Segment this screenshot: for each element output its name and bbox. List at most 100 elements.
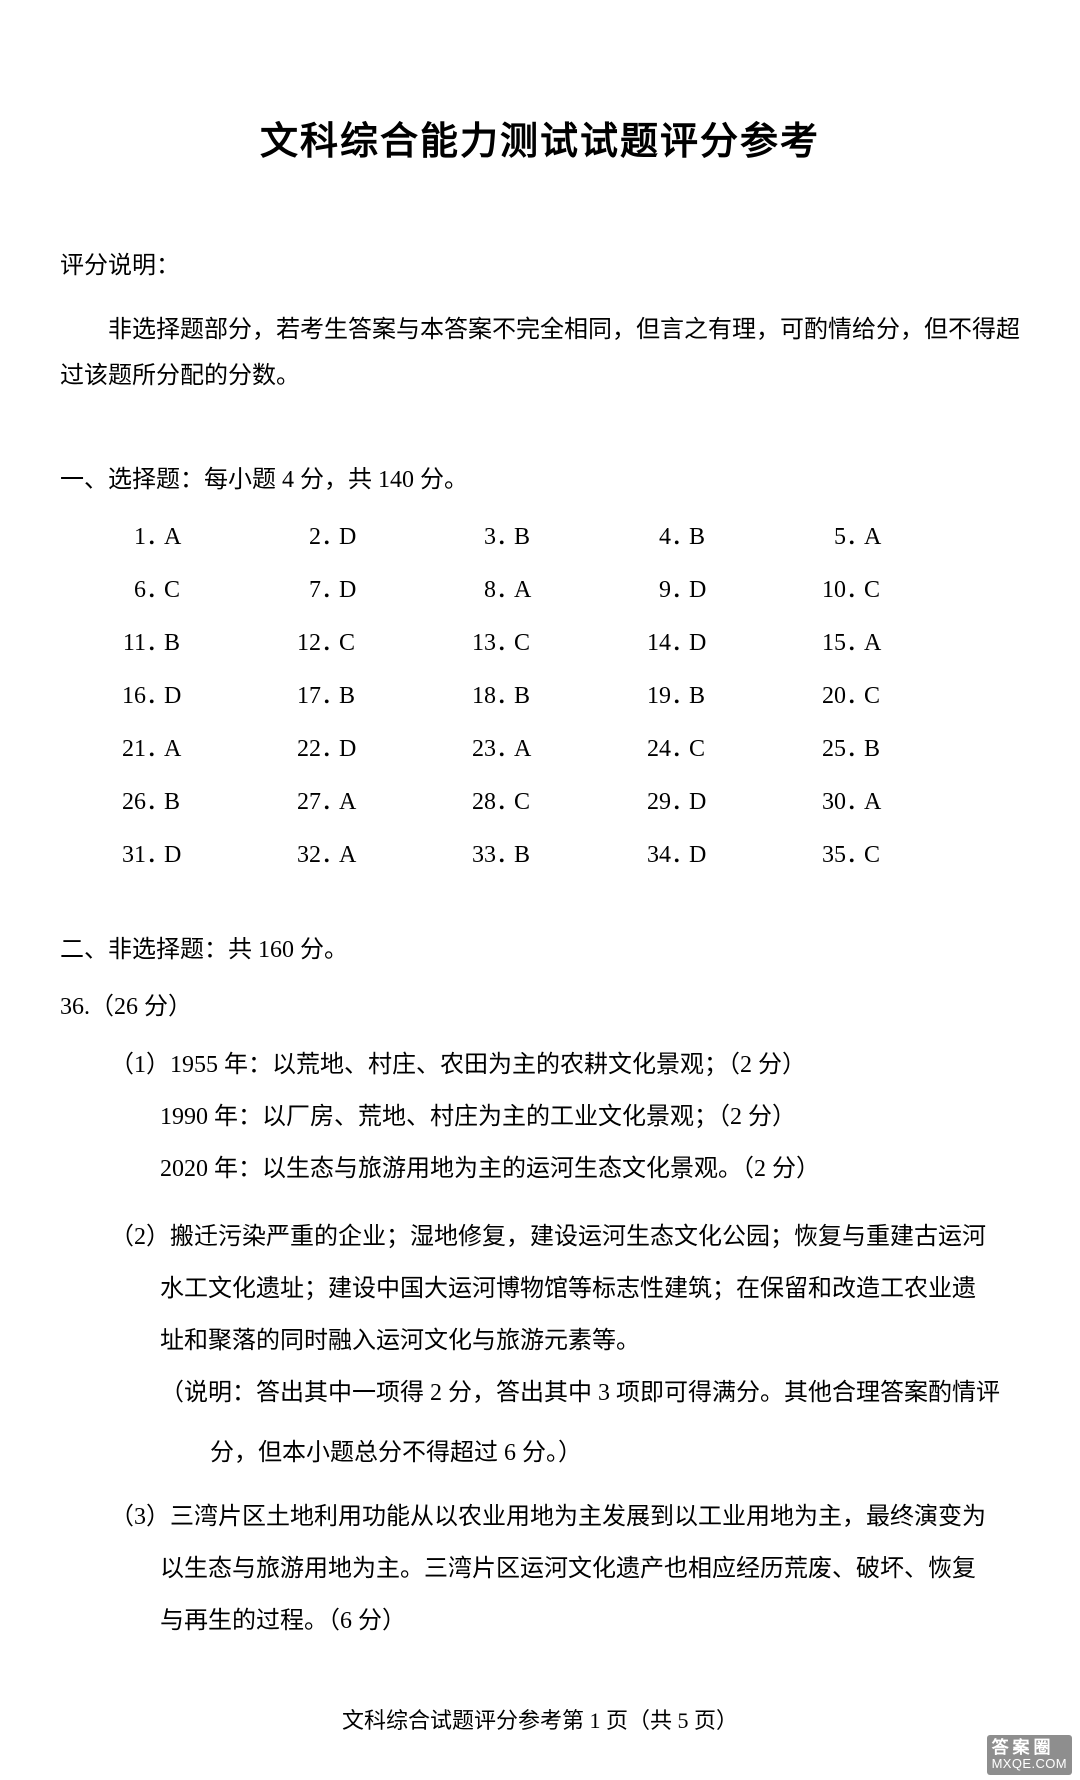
answer-separator: ． — [846, 781, 864, 816]
answer-cell: 10．C — [810, 569, 970, 604]
answer-cell: 31．D — [110, 834, 270, 869]
answer-cell: 13．C — [460, 622, 620, 657]
answer-separator: ． — [321, 834, 339, 869]
answer-letter: A — [164, 524, 181, 551]
answer-number: 24 — [635, 736, 671, 763]
answer-cell: 6．C — [110, 569, 270, 604]
answer-separator: ． — [321, 622, 339, 657]
answer-number: 19 — [635, 683, 671, 710]
q36-part2-note1: （说明：答出其中一项得 2 分，答出其中 3 项即可得满分。其他合理答案酌情评 — [60, 1369, 1020, 1417]
answer-separator: ． — [496, 675, 514, 710]
answer-row: 31．D32．A33．B34．D35．C — [110, 834, 970, 869]
answer-cell: 30．A — [810, 781, 970, 816]
answer-cell: 34．D — [635, 834, 795, 869]
answer-letter: B — [514, 683, 530, 710]
answer-cell: 9．D — [635, 569, 795, 604]
q36-part2-line1: （2）搬迁污染严重的企业；湿地修复，建设运河生态文化公园；恢复与重建古运河 — [70, 1213, 1020, 1261]
answer-separator: ． — [846, 569, 864, 604]
answer-separator: ． — [321, 569, 339, 604]
answer-separator: ． — [846, 675, 864, 710]
answer-number: 14 — [635, 630, 671, 657]
answer-number: 34 — [635, 842, 671, 869]
q36-part2-line2: 水工文化遗址；建设中国大运河博物馆等标志性建筑；在保留和改造工农业遗 — [60, 1265, 1020, 1313]
answer-cell: 8．A — [460, 569, 620, 604]
answer-number: 33 — [460, 842, 496, 869]
answer-cell: 22．D — [285, 728, 445, 763]
answer-number: 8 — [460, 577, 496, 604]
answer-letter: A — [864, 789, 881, 816]
answer-separator: ． — [846, 834, 864, 869]
answer-separator: ． — [146, 675, 164, 710]
answer-separator: ． — [671, 675, 689, 710]
q36-part1-line2: 1990 年：以厂房、荒地、村庄为主的工业文化景观；（2 分） — [60, 1093, 1020, 1141]
answer-number: 23 — [460, 736, 496, 763]
answer-number: 27 — [285, 789, 321, 816]
answer-number: 10 — [810, 577, 846, 604]
q36-part3-line2: 以生态与旅游用地为主。三湾片区运河文化遗产也相应经历荒废、破坏、恢复 — [60, 1545, 1020, 1593]
answer-cell: 4．B — [635, 516, 795, 551]
answer-letter: C — [514, 630, 530, 657]
answer-cell: 17．B — [285, 675, 445, 710]
answer-separator: ． — [321, 781, 339, 816]
answer-number: 1 — [110, 524, 146, 551]
answer-number: 28 — [460, 789, 496, 816]
answer-letter: D — [339, 524, 356, 551]
q36-part1-line1: （1）1955 年：以荒地、村庄、农田为主的农耕文化景观；（2 分） — [70, 1041, 1020, 1089]
answer-number: 30 — [810, 789, 846, 816]
answer-separator: ． — [846, 622, 864, 657]
answer-letter: C — [864, 683, 880, 710]
answer-letter: D — [689, 842, 706, 869]
answer-row: 1．A2．D3．B4．B5．A — [110, 516, 970, 551]
answer-cell: 12．C — [285, 622, 445, 657]
answer-letter: C — [164, 577, 180, 604]
answer-row: 6．C7．D8．A9．D10．C — [110, 569, 970, 604]
q36-part3-line3: 与再生的过程。（6 分） — [60, 1597, 1020, 1645]
answer-cell: 25．B — [810, 728, 970, 763]
scoring-text: 非选择题部分，若考生答案与本答案不完全相同，但言之有理，可酌情给分，但不得超过该… — [60, 308, 1020, 399]
q36-part3-line1: （3）三湾片区土地利用功能从以农业用地为主发展到以工业用地为主，最终演变为 — [70, 1493, 1020, 1541]
answer-letter: B — [514, 842, 530, 869]
answer-separator: ． — [496, 781, 514, 816]
answer-row: 11．B12．C13．C14．D15．A — [110, 622, 970, 657]
answer-cell: 11．B — [110, 622, 270, 657]
answer-letter: D — [339, 577, 356, 604]
answer-letter: D — [689, 789, 706, 816]
q36-part1-line3: 2020 年：以生态与旅游用地为主的运河生态文化景观。（2 分） — [60, 1145, 1020, 1193]
answer-separator: ． — [671, 516, 689, 551]
answer-letter: D — [339, 736, 356, 763]
answer-row: 26．B27．A28．C29．D30．A — [110, 781, 970, 816]
answer-separator: ． — [496, 622, 514, 657]
answer-letter: D — [689, 630, 706, 657]
answer-cell: 32．A — [285, 834, 445, 869]
answer-letter: B — [689, 683, 705, 710]
answer-number: 25 — [810, 736, 846, 763]
answer-letter: A — [864, 524, 881, 551]
answer-letter: A — [864, 630, 881, 657]
answer-number: 4 — [635, 524, 671, 551]
answer-number: 15 — [810, 630, 846, 657]
answer-cell: 18．B — [460, 675, 620, 710]
q36-part2-line3: 址和聚落的同时融入运河文化与旅游元素等。 — [60, 1317, 1020, 1365]
answer-cell: 29．D — [635, 781, 795, 816]
answer-letter: A — [514, 736, 531, 763]
answer-separator: ． — [671, 781, 689, 816]
section2-header: 二、非选择题：共 160 分。 — [60, 929, 1020, 964]
answer-letter: B — [514, 524, 530, 551]
answer-letter: B — [339, 683, 355, 710]
answer-number: 12 — [285, 630, 321, 657]
answer-cell: 21．A — [110, 728, 270, 763]
answer-number: 5 — [810, 524, 846, 551]
answer-number: 18 — [460, 683, 496, 710]
answer-separator: ． — [671, 834, 689, 869]
watermark-bottom: MXQE.COM — [992, 1757, 1067, 1772]
answer-row: 16．D17．B18．B19．B20．C — [110, 675, 970, 710]
answer-separator: ． — [846, 728, 864, 763]
answer-number: 20 — [810, 683, 846, 710]
answer-separator: ． — [146, 516, 164, 551]
answer-cell: 27．A — [285, 781, 445, 816]
answer-number: 13 — [460, 630, 496, 657]
answer-letter: B — [864, 736, 880, 763]
answer-cell: 26．B — [110, 781, 270, 816]
answer-letter: A — [339, 789, 356, 816]
answer-separator: ． — [146, 781, 164, 816]
